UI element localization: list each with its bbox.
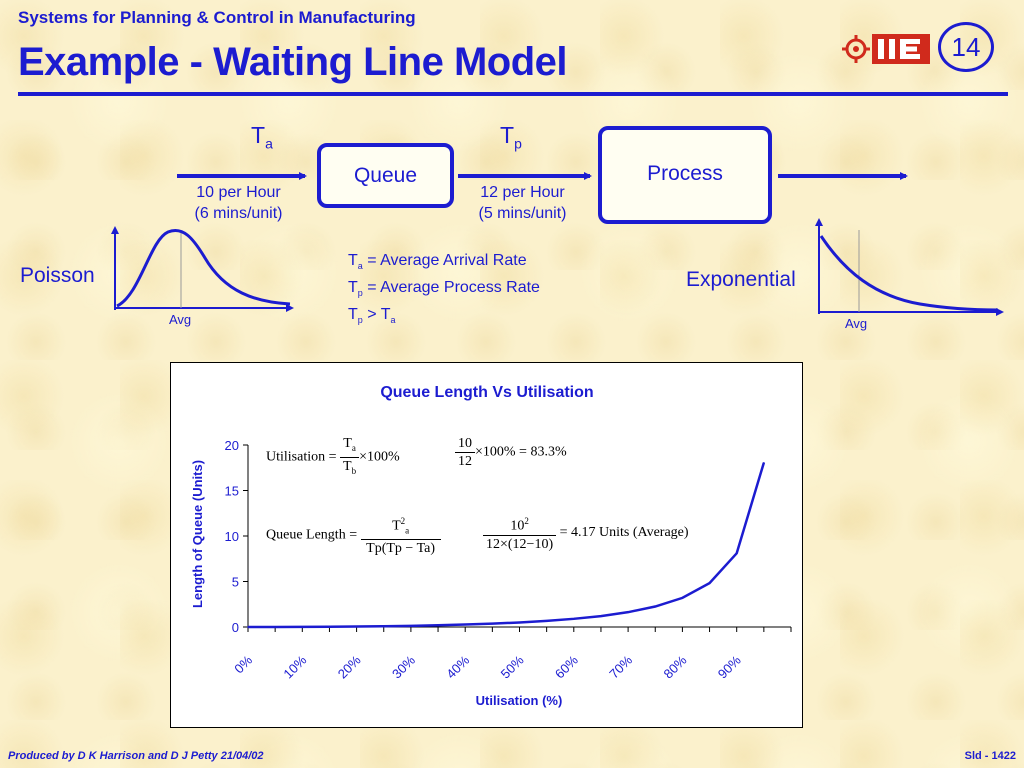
exponential-avg-label: Avg (845, 316, 868, 331)
iie-logo (842, 34, 930, 64)
definition-tp: Tp = Average Process Rate (348, 279, 540, 299)
ta-label: Ta (251, 122, 273, 152)
series-point (464, 623, 467, 626)
x-tick-label: 30% (389, 652, 418, 681)
rate-definitions: Ta = Average Arrival Rate Tp = Average P… (348, 250, 540, 332)
definition-condition: Tp > Ta (348, 306, 396, 326)
slide-title: Example - Waiting Line Model (18, 40, 568, 84)
x-tick-label: 20% (335, 652, 364, 681)
queue-length-chart: Queue Length Vs Utilisation Utilisation … (190, 384, 792, 708)
page-number-badge: 14 (938, 22, 994, 72)
y-tick-label: 10 (225, 529, 239, 544)
flow-diagram (111, 172, 1004, 316)
x-tick-label: 70% (606, 652, 635, 681)
y-tick-label: 15 (225, 484, 239, 499)
poisson-avg-label: Avg (169, 312, 192, 327)
poisson-curve (116, 229, 291, 308)
series-point (247, 626, 249, 628)
tp-label: Tp (500, 122, 522, 152)
exponential-curve (819, 235, 999, 312)
gear-icon (842, 35, 870, 63)
exponential-curve-plot (815, 218, 1004, 316)
x-tick-label: 0% (231, 652, 255, 676)
series-point (600, 615, 602, 617)
x-tick-label: 10% (280, 652, 309, 681)
series-point (382, 625, 385, 628)
series-point (518, 621, 521, 624)
y-tick-label: 20 (225, 438, 239, 453)
series-point (573, 618, 575, 620)
queue-length-calculation: 102 12×(12−10) = 4.17 Units (Average) (483, 513, 689, 553)
series-point (763, 461, 765, 464)
x-tick-label: 60% (552, 652, 581, 681)
exponential-label: Exponential (686, 268, 796, 291)
footer-credit: Produced by D K Harrison and D J Petty 2… (8, 750, 264, 762)
y-tick-label: 0 (232, 620, 239, 635)
series-point (735, 552, 738, 555)
series-point (355, 625, 358, 628)
slide-supertitle: Systems for Planning & Control in Manufa… (18, 8, 416, 27)
chart-panel: Queue Length Vs Utilisation Utilisation … (170, 362, 803, 728)
definition-ta: Ta = Average Arrival Rate (348, 252, 527, 272)
series-point (301, 626, 304, 628)
series-point (681, 597, 684, 599)
poisson-label: Poisson (20, 264, 95, 287)
series-point (654, 605, 657, 608)
x-tick-label: 40% (443, 652, 472, 681)
x-tick-label: 50% (498, 652, 527, 681)
arrival-rate: 10 per Hour (6 mins/unit) (194, 184, 283, 222)
series-point (328, 625, 331, 628)
series-point (410, 625, 412, 627)
series-point (627, 611, 629, 613)
queue-length-formula: Queue Length = T2a Tp(Tp − Ta) (266, 513, 441, 557)
utilisation-formula: Utilisation = Ta Tb ×100% (266, 436, 400, 476)
poisson-curve-plot (111, 226, 294, 312)
series-point (437, 624, 439, 627)
series-point (708, 582, 711, 584)
x-tick-label: 90% (715, 652, 744, 681)
chart-title: Queue Length Vs Utilisation (380, 384, 593, 401)
queue-length-series-line (248, 462, 766, 629)
x-tick-label: 80% (661, 652, 690, 681)
process-rate: 12 per Hour (5 mins/unit) (478, 184, 567, 222)
footer-slide-id: Sld - 1422 (964, 750, 1016, 762)
title-divider (18, 92, 1008, 96)
queue-box: Queue (317, 143, 454, 208)
chart-x-axis-label: Utilisation (%) (476, 693, 563, 708)
process-box: Process (598, 126, 772, 224)
series-point (274, 626, 276, 628)
series-point (545, 620, 548, 622)
chart-y-axis-label: Length of Queue (Units) (190, 460, 205, 608)
series-point (491, 622, 494, 625)
y-tick-label: 5 (232, 575, 239, 590)
utilisation-calculation: 10 12 ×100% = 83.3% (455, 435, 567, 470)
